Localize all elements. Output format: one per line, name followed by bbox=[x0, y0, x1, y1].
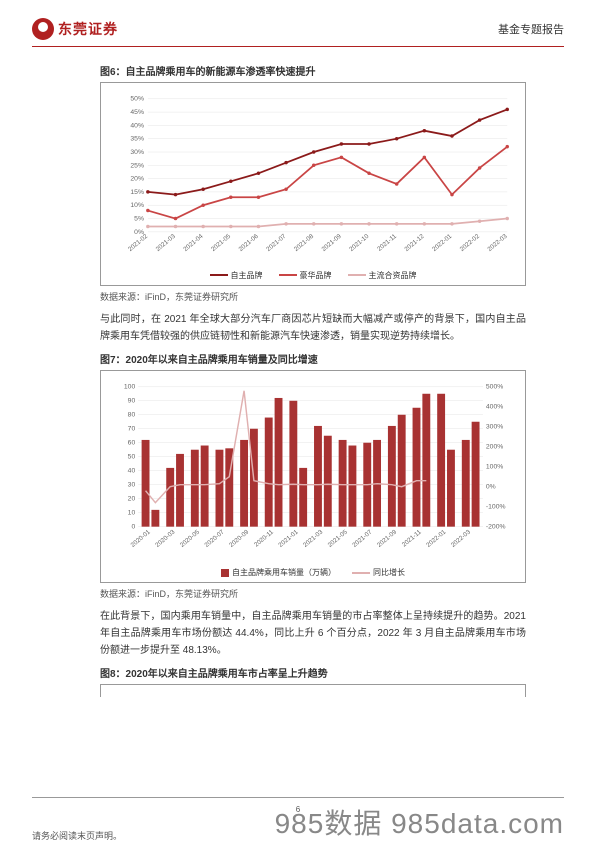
page-header: 东莞证券 基金专题报告 bbox=[0, 0, 596, 46]
svg-text:2020-07: 2020-07 bbox=[203, 528, 226, 549]
svg-text:70: 70 bbox=[128, 426, 136, 433]
fig8-box bbox=[100, 684, 526, 697]
legend-item: 豪华品牌 bbox=[279, 270, 332, 281]
footer-note: 请务必阅读末页声明。 bbox=[32, 829, 122, 842]
svg-text:-200%: -200% bbox=[486, 523, 506, 530]
fig7-legend: 自主品牌乘用车销量（万辆） 同比增长 bbox=[109, 567, 517, 578]
svg-text:2021-07: 2021-07 bbox=[265, 233, 288, 254]
logo: 东莞证券 bbox=[32, 18, 118, 40]
svg-text:15%: 15% bbox=[130, 189, 144, 196]
svg-text:2022-01: 2022-01 bbox=[431, 233, 454, 254]
svg-text:40%: 40% bbox=[130, 122, 144, 129]
svg-text:100: 100 bbox=[124, 384, 136, 391]
fig6-title: 图6：自主品牌乘用车的新能源车渗透率快速提升 bbox=[100, 63, 526, 78]
svg-text:2022-01: 2022-01 bbox=[425, 528, 448, 549]
svg-text:200%: 200% bbox=[486, 444, 503, 451]
logo-text: 东莞证券 bbox=[58, 19, 118, 39]
svg-text:2021-08: 2021-08 bbox=[293, 233, 316, 254]
svg-text:2020-03: 2020-03 bbox=[154, 528, 177, 549]
svg-text:80: 80 bbox=[128, 412, 136, 419]
svg-text:2020-09: 2020-09 bbox=[228, 528, 251, 549]
paragraph-2: 在此背景下，国内乘用车销量中，自主品牌乘用车销量的市占率整体上呈持续提升的趋势。… bbox=[100, 608, 526, 659]
svg-text:2021-06: 2021-06 bbox=[238, 233, 261, 254]
svg-text:2021-11: 2021-11 bbox=[376, 233, 398, 253]
svg-text:30%: 30% bbox=[130, 149, 144, 156]
svg-text:2020-05: 2020-05 bbox=[179, 528, 202, 549]
footer-rule bbox=[32, 797, 564, 798]
svg-text:40: 40 bbox=[128, 467, 136, 474]
svg-text:0: 0 bbox=[131, 523, 135, 530]
svg-text:300%: 300% bbox=[486, 424, 503, 431]
svg-text:2020-11: 2020-11 bbox=[253, 528, 275, 548]
svg-text:2020-01: 2020-01 bbox=[130, 528, 153, 549]
page-number: 6 bbox=[296, 805, 300, 814]
fig8-title: 图8：2020年以来自主品牌乘用车市占率呈上升趋势 bbox=[100, 665, 526, 680]
fig6-legend: 自主品牌 豪华品牌 主流合资品牌 bbox=[109, 270, 517, 281]
svg-text:2021-03: 2021-03 bbox=[302, 528, 325, 549]
svg-text:90: 90 bbox=[128, 398, 136, 405]
legend-item: 自主品牌 bbox=[210, 270, 263, 281]
svg-text:2021-12: 2021-12 bbox=[403, 233, 426, 254]
svg-text:5%: 5% bbox=[134, 215, 144, 222]
page-footer: 请务必阅读末页声明。 985数据 985data.com 6 bbox=[0, 797, 596, 842]
svg-text:2021-04: 2021-04 bbox=[182, 233, 205, 254]
svg-text:2021-01: 2021-01 bbox=[277, 528, 300, 549]
legend-item: 同比增长 bbox=[352, 567, 405, 578]
svg-text:2021-09: 2021-09 bbox=[376, 528, 399, 549]
svg-text:400%: 400% bbox=[486, 404, 503, 411]
fig6-chart: 0%5%10%15%20%25%30%35%40%45%50% 2021-022… bbox=[109, 91, 517, 266]
logo-icon bbox=[32, 18, 54, 40]
svg-text:35%: 35% bbox=[130, 136, 144, 143]
svg-text:50: 50 bbox=[128, 453, 136, 460]
svg-text:50%: 50% bbox=[130, 96, 144, 103]
svg-text:25%: 25% bbox=[130, 162, 144, 169]
svg-text:2021-03: 2021-03 bbox=[155, 233, 178, 254]
svg-text:20%: 20% bbox=[130, 176, 144, 183]
svg-text:2021-09: 2021-09 bbox=[320, 233, 343, 254]
fig7-chart: 0 10 20 30 40 50 60 70 80 90 100 -200% -100% 0% 100% 2… bbox=[109, 379, 517, 564]
svg-text:20: 20 bbox=[128, 495, 136, 502]
watermark: 985数据 985data.com bbox=[275, 802, 564, 842]
doc-type-label: 基金专题报告 bbox=[498, 21, 564, 37]
svg-text:10%: 10% bbox=[130, 202, 144, 209]
svg-text:-100%: -100% bbox=[486, 503, 506, 510]
svg-text:2021-05: 2021-05 bbox=[327, 528, 350, 549]
svg-text:2021-10: 2021-10 bbox=[348, 233, 371, 254]
svg-text:2021-07: 2021-07 bbox=[351, 528, 374, 549]
fig6-box: 0%5%10%15%20%25%30%35%40%45%50% 2021-022… bbox=[100, 82, 526, 286]
main-content: 图6：自主品牌乘用车的新能源车渗透率快速提升 0% 5% 10% 15% 20% 25% 3… bbox=[0, 47, 596, 697]
svg-text:30: 30 bbox=[128, 481, 136, 488]
svg-text:2021-05: 2021-05 bbox=[210, 233, 233, 254]
svg-text:45%: 45% bbox=[130, 109, 144, 116]
svg-text:2022-03: 2022-03 bbox=[486, 233, 509, 254]
svg-text:100%: 100% bbox=[486, 463, 503, 470]
svg-text:60: 60 bbox=[128, 440, 136, 447]
fig7-source: 数据来源：iFinD，东莞证券研究所 bbox=[100, 587, 526, 600]
paragraph-1: 与此同时，在 2021 年全球大部分汽车厂商因芯片短缺而大幅减产或停产的背景下，… bbox=[100, 311, 526, 345]
legend-item: 主流合资品牌 bbox=[348, 270, 417, 281]
svg-text:500%: 500% bbox=[486, 384, 503, 391]
svg-text:0%: 0% bbox=[486, 483, 496, 490]
fig6-source: 数据来源：iFinD，东莞证券研究所 bbox=[100, 290, 526, 303]
svg-text:2021-11: 2021-11 bbox=[401, 528, 423, 548]
fig7-box: 0 10 20 30 40 50 60 70 80 90 100 -200% -100% 0% 100% 2… bbox=[100, 370, 526, 584]
svg-text:2022-03: 2022-03 bbox=[450, 528, 473, 549]
legend-item: 自主品牌乘用车销量（万辆） bbox=[221, 567, 336, 578]
fig7-title: 图7：2020年以来自主品牌乘用车销量及同比增速 bbox=[100, 351, 526, 366]
svg-text:10: 10 bbox=[128, 509, 136, 516]
svg-text:2022-02: 2022-02 bbox=[459, 233, 482, 254]
